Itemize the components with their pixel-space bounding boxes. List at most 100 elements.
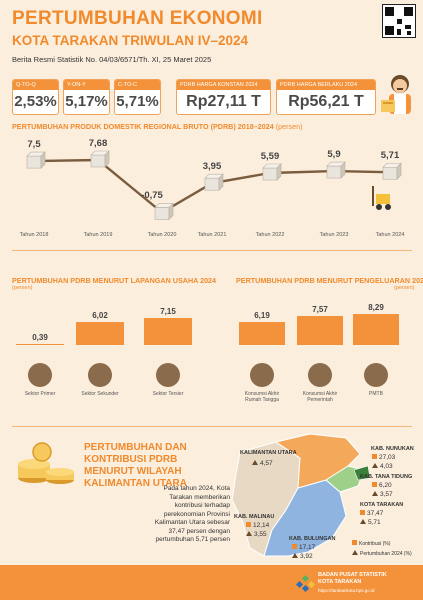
stat-qtoq: Q-TO-Q 2,53% [12, 79, 59, 115]
stat-value: 2,53% [14, 93, 57, 110]
stat-label: Q-TO-Q [13, 80, 58, 90]
data-label: 0,39 [32, 332, 48, 342]
triangle-icon [252, 460, 258, 465]
page-subtitle: KOTA TARAKAN TRIWULAN IV–2024 [12, 33, 249, 48]
data-label: 7,5 [27, 139, 41, 151]
map-kontribusi-tana-tidung: 6,20 [372, 482, 392, 489]
map-province-growth: 4,57 [252, 460, 273, 467]
data-label: -0,75 [141, 190, 163, 202]
map-growth-bulungan: 3,92 [292, 553, 313, 560]
category-label: PMTB [369, 391, 383, 397]
stat-value: 5,17% [65, 93, 108, 110]
map-kontribusi-value: 12,14 [253, 522, 270, 529]
kontribusi-title: PERTUMBUHAN DAN KONTRIBUSI PDRB MENURUT … [84, 442, 187, 490]
bar [76, 322, 124, 345]
square-icon [292, 544, 297, 549]
map-kontribusi-value: 37,47 [367, 510, 384, 517]
data-label: 7,68 [88, 137, 108, 149]
x-tick-label: Tahun 2024 [375, 232, 405, 238]
government-icon [308, 363, 332, 387]
data-label: 8,29 [368, 302, 384, 312]
forklift-icon [372, 186, 391, 210]
square-icon [352, 540, 357, 545]
map-label-tarakan: KOTA TARAKAN [360, 502, 404, 508]
line-chart-unit: (persen) [275, 122, 303, 131]
footer-agency-line1: BADAN PUSAT STATISTIK [318, 572, 387, 578]
triangle-icon [372, 491, 378, 496]
pdrb-line-chart [26, 150, 402, 221]
data-point [154, 202, 174, 221]
page-title: PERTUMBUHAN EKONOMI [12, 8, 263, 29]
kontribusi-title-line: PERTUMBUHAN DAN [84, 442, 187, 453]
map-growth-nunukan: 4,03 [372, 463, 393, 470]
data-point [204, 173, 224, 191]
square-icon [372, 454, 377, 459]
data-label: 7,57 [312, 305, 328, 315]
line-chart-title: PERTUMBUHAN PRODUK DOMESTIK REGIONAL BRU… [12, 122, 302, 131]
map-growth-malinau: 3,55 [246, 531, 267, 538]
stat-value: Rp27,11 T [186, 93, 261, 110]
map-growth-value: 3,55 [254, 531, 267, 538]
qr-code-icon[interactable] [382, 4, 416, 38]
data-point [26, 151, 46, 169]
x-tick-label: Tahun 2023 [319, 232, 349, 238]
bar-chart-lapangan-unit: (persen) [12, 285, 33, 291]
kontribusi-title-line: KONTRIBUSI PDRB [84, 454, 178, 465]
legend-growth: Pertumbuhan 2024 (%) [352, 550, 412, 557]
map-growth-value: 3,57 [380, 491, 393, 498]
data-point [90, 150, 110, 168]
investment-icon [364, 363, 388, 387]
footer-agency-line2: KOTA TARAKAN [318, 579, 362, 585]
category-label: Konsumsi Akhir Rumah Tangga [244, 391, 280, 403]
map-kontribusi-malinau: 12,14 [246, 522, 269, 529]
bar [239, 321, 285, 345]
map-province-label: KALIMANTAN UTARA [240, 450, 297, 456]
data-label: 5,71 [380, 150, 400, 162]
footer-agency: BADAN PUSAT STATISTIK KOTA TARAKAN [318, 572, 387, 586]
data-label: 5,9 [327, 149, 341, 161]
coins-illustration [18, 442, 74, 484]
triangle-icon [352, 550, 358, 555]
map-growth-value: 3,92 [300, 553, 313, 560]
map-kontribusi-bulungan: 17,17 [292, 544, 315, 551]
legend-kontribusi-label: Kontribusi (%) [359, 541, 391, 547]
map-growth-value: 4,03 [380, 463, 393, 470]
map-label-bulungan: KAB. BULUNGAN [289, 536, 336, 542]
mining-icon [28, 363, 52, 387]
stat-yony: Y-ON-Y 5,17% [63, 79, 110, 115]
footer-url[interactable]: https://tarakankota.bps.go.id [318, 588, 375, 593]
data-point [326, 161, 346, 179]
map-label-nunukan: KAB. NUNUKAN [371, 446, 414, 452]
release-info: Berita Resmi Statistik No. 04/03/6571/Th… [12, 55, 212, 64]
category-label: Sektor Sekunder [81, 391, 119, 397]
line-chart-title-text: PERTUMBUHAN PRODUK DOMESTIK REGIONAL BRU… [12, 122, 274, 131]
map-growth-tana-tidung: 3,57 [372, 491, 393, 498]
mascot-illustration [381, 75, 411, 114]
factory-icon [88, 363, 112, 387]
triangle-icon [372, 463, 378, 468]
kontribusi-title-line: KALIMANTAN UTARA [84, 478, 187, 489]
category-label: Konsumsi Akhir Pemerintah [302, 391, 338, 403]
map-region-tarakan [353, 465, 371, 481]
stat-label: C-TO-C [115, 80, 160, 90]
data-label: 3,95 [202, 161, 222, 173]
stat-label: Y-ON-Y [64, 80, 109, 90]
legend-growth-label: Pertumbuhan 2024 (%) [360, 551, 412, 557]
stat-value: 5,71% [116, 93, 159, 110]
square-icon [246, 522, 251, 527]
household-icon [250, 363, 274, 387]
data-label: 5,59 [260, 150, 280, 162]
stat-pdrb-berlaku: PDRB HARGA BERLAKU 2024 Rp56,21 T [276, 79, 376, 115]
map-label-malinau: KAB. MALINAU [234, 514, 275, 520]
map-kontribusi-nunukan: 27,03 [372, 454, 395, 461]
triangle-icon [246, 531, 252, 536]
bar [297, 316, 343, 345]
map-label-tana-tidung: KAB. TANA TIDUNG [360, 474, 413, 480]
map-kontribusi-value: 17,17 [299, 544, 316, 551]
stat-pdrb-konstan: PDRB HARGA KONSTAN 2024 Rp27,11 T [176, 79, 271, 115]
x-tick-label: Tahun 2021 [197, 232, 227, 238]
square-icon [360, 510, 365, 515]
triangle-icon [360, 519, 366, 524]
map-growth-value: 5,71 [368, 519, 381, 526]
stat-ctoc: C-TO-C 5,71% [114, 79, 161, 115]
